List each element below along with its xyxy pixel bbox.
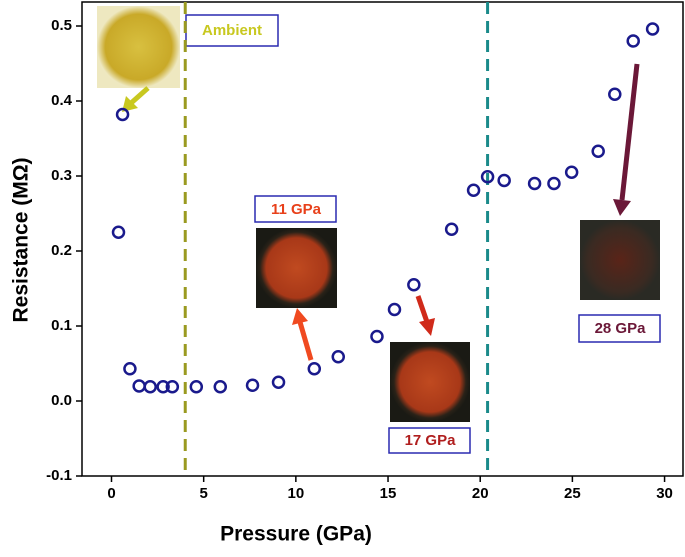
annotation-box bbox=[578, 314, 661, 343]
data-point bbox=[547, 176, 561, 191]
data-point bbox=[132, 379, 146, 393]
x-tick-label: 0 bbox=[107, 485, 115, 502]
arrow bbox=[415, 295, 430, 323]
x-tick-label: 5 bbox=[200, 485, 208, 502]
data-point bbox=[608, 87, 622, 101]
data-point bbox=[123, 362, 137, 376]
data-point bbox=[626, 34, 640, 48]
arrow bbox=[619, 63, 640, 201]
annotation: 28 GPa bbox=[595, 320, 647, 337]
y-tick-label: -0.1 bbox=[46, 467, 72, 484]
x-tick-label: 25 bbox=[564, 485, 581, 502]
x-tick-label: 20 bbox=[472, 485, 489, 502]
data-point bbox=[189, 380, 204, 394]
photos bbox=[97, 6, 660, 422]
y-tick-label: 0.0 bbox=[51, 392, 72, 409]
arrow bbox=[297, 321, 314, 361]
data-point bbox=[480, 170, 495, 184]
data-point bbox=[527, 176, 542, 191]
data-point bbox=[497, 173, 511, 188]
annotation: 11 GPa bbox=[271, 201, 322, 218]
data-point bbox=[387, 302, 402, 317]
y-tick-label: 0.4 bbox=[51, 92, 73, 109]
photo bbox=[580, 220, 660, 300]
data-point bbox=[331, 350, 346, 364]
data-point bbox=[213, 380, 228, 394]
y-axis-title: Resistance (MΩ) bbox=[10, 157, 33, 322]
data-point bbox=[111, 225, 126, 239]
arrow-head bbox=[419, 318, 435, 336]
annotation: 17 GPa bbox=[405, 432, 457, 449]
data-point bbox=[407, 278, 421, 292]
x-tick-label: 10 bbox=[288, 485, 305, 502]
arrows bbox=[122, 63, 640, 361]
data-point bbox=[645, 22, 660, 36]
data-point bbox=[143, 380, 157, 394]
photo bbox=[97, 6, 180, 88]
data-point bbox=[444, 222, 459, 236]
annotation: Ambient bbox=[202, 22, 262, 39]
x-tick-label: 15 bbox=[380, 485, 397, 502]
y-tick-label: 0.5 bbox=[51, 17, 72, 34]
data-point bbox=[165, 380, 180, 394]
data-point bbox=[564, 165, 579, 179]
data-point bbox=[591, 144, 605, 158]
data-point bbox=[245, 378, 260, 392]
annotation-box bbox=[388, 427, 471, 454]
data-point bbox=[466, 183, 481, 197]
arrow-head bbox=[292, 308, 308, 325]
x-tick-label: 30 bbox=[656, 485, 673, 502]
photo bbox=[390, 342, 470, 422]
x-axis-title: Pressure (GPa) bbox=[220, 523, 372, 546]
arrow-head bbox=[122, 96, 138, 112]
data-point bbox=[271, 375, 286, 389]
plot-frame bbox=[81, 1, 684, 477]
data-point bbox=[307, 362, 322, 376]
annotation-box bbox=[254, 195, 337, 223]
arrow bbox=[128, 86, 150, 106]
y-tick-label: 0.2 bbox=[51, 242, 72, 259]
annotation-boxes bbox=[185, 14, 661, 454]
y-tick-label: 0.3 bbox=[51, 167, 72, 184]
data-point bbox=[156, 380, 170, 394]
data-point bbox=[115, 107, 130, 122]
photo bbox=[256, 228, 337, 308]
arrow-head bbox=[613, 199, 631, 216]
y-tick-label: 0.1 bbox=[51, 317, 72, 334]
data-point bbox=[370, 329, 384, 344]
